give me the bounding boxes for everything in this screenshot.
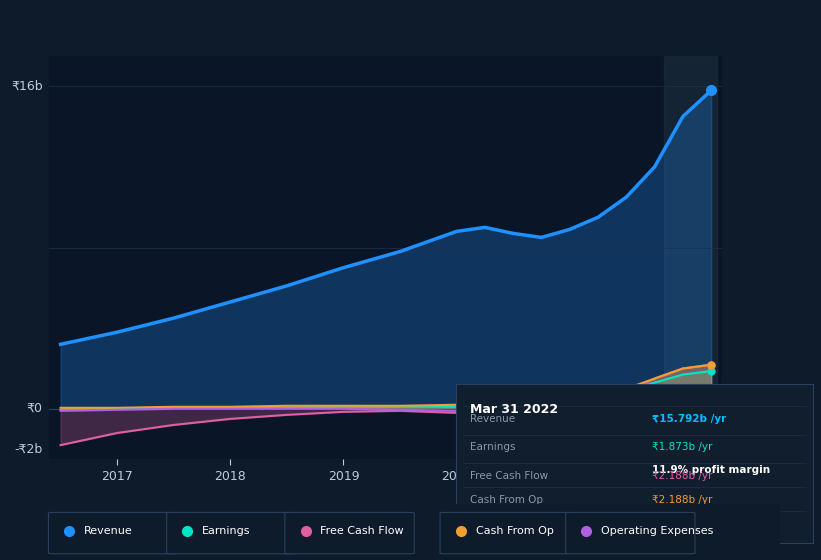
Text: Operating Expenses: Operating Expenses [601,526,713,536]
FancyBboxPatch shape [48,512,178,554]
Text: ₹16b: ₹16b [11,80,43,93]
Text: Revenue: Revenue [470,413,515,423]
Text: Earnings: Earnings [470,442,516,452]
Text: Earnings: Earnings [202,526,250,536]
Text: Free Cash Flow: Free Cash Flow [470,471,548,481]
Text: ₹15.792b /yr: ₹15.792b /yr [652,413,727,423]
Text: 11.9% profit margin: 11.9% profit margin [652,465,770,474]
FancyBboxPatch shape [566,512,695,554]
Bar [663,56,717,459]
Text: ₹0: ₹0 [26,402,43,416]
Text: ₹2.188b /yr: ₹2.188b /yr [652,495,713,505]
Text: ₹1.873b /yr: ₹1.873b /yr [652,442,713,452]
Text: -₹2b: -₹2b [14,442,43,456]
FancyBboxPatch shape [167,512,296,554]
Text: ₹2.188b /yr: ₹2.188b /yr [652,471,713,481]
Text: Revenue: Revenue [84,526,133,536]
Text: Cash From Op: Cash From Op [475,526,553,536]
Text: Operating Expenses: Operating Expenses [470,519,576,529]
Text: Free Cash Flow: Free Cash Flow [320,526,404,536]
Text: ₹500.794m /yr: ₹500.794m /yr [652,519,729,529]
FancyBboxPatch shape [285,512,415,554]
Text: Mar 31 2022: Mar 31 2022 [470,403,558,416]
FancyBboxPatch shape [440,512,570,554]
Text: Cash From Op: Cash From Op [470,495,543,505]
